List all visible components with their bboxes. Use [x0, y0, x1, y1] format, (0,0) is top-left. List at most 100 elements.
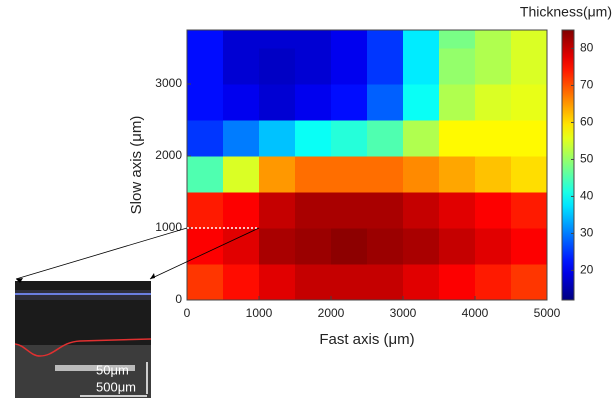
heat-cell [439, 30, 476, 49]
heat-cell [331, 30, 368, 49]
heat-cell [259, 192, 296, 229]
heat-cell [331, 192, 368, 229]
heat-cell [403, 156, 440, 193]
heat-cell [475, 228, 512, 265]
heat-cell [295, 120, 332, 157]
connector-left [16, 228, 187, 279]
y-axis-label: Slow axis (μm) [128, 116, 145, 215]
colorbar-tick-label: 30 [580, 226, 594, 240]
colorbar-tick-label: 60 [580, 115, 594, 129]
heat-cell [475, 84, 512, 121]
heat-cell [331, 228, 368, 265]
heat-cell [259, 228, 296, 265]
y-tick-label: 0 [175, 292, 182, 306]
heat-cell [367, 30, 404, 49]
heat-cell [223, 48, 260, 85]
colorbar [562, 30, 574, 300]
heat-cell [187, 30, 224, 49]
x-tick-label: 2000 [318, 306, 345, 320]
heatmap [187, 30, 548, 301]
x-tick-label: 0 [184, 306, 191, 320]
heat-cell [475, 264, 512, 301]
heat-cell [439, 120, 476, 157]
heat-cell [367, 84, 404, 121]
heat-cell [475, 156, 512, 193]
heat-cell [475, 30, 512, 49]
heat-cell [511, 156, 548, 193]
colorbar-tick-label: 80 [580, 41, 594, 55]
heat-cell [403, 30, 440, 49]
heat-cell [259, 120, 296, 157]
page: 50μm 500μm Fast axis (μm) Slow axis (μm)… [0, 0, 615, 403]
oct-inset: 50μm 500μm [15, 281, 151, 398]
heat-cell [475, 192, 512, 229]
colorbar-tick-label: 20 [580, 263, 594, 277]
colorbar-tick-label: 40 [580, 189, 594, 203]
heat-cell [187, 48, 224, 85]
heat-cell [259, 30, 296, 49]
scale-height-label: 50μm [96, 362, 129, 377]
heat-cell [403, 228, 440, 265]
heat-cell [439, 228, 476, 265]
heat-cell [367, 192, 404, 229]
heat-cell [187, 264, 224, 301]
heat-cell [295, 192, 332, 229]
heat-cell [367, 156, 404, 193]
heat-cell [439, 192, 476, 229]
x-axis-label: Fast axis (μm) [319, 331, 414, 348]
heat-cell [403, 264, 440, 301]
heat-cell [259, 264, 296, 301]
heat-cell [511, 30, 548, 49]
heat-cell [403, 120, 440, 157]
chart: 50μm 500μm Fast axis (μm) Slow axis (μm)… [0, 0, 615, 398]
scale-width-label: 500μm [96, 379, 136, 394]
heat-cell [187, 192, 224, 229]
heat-cell [295, 228, 332, 265]
y-tick-label: 2000 [155, 148, 182, 162]
heat-cell [439, 156, 476, 193]
heat-cell [511, 120, 548, 157]
heat-cell [403, 192, 440, 229]
heat-cell [223, 30, 260, 49]
heat-cell [439, 84, 476, 121]
heat-cell [331, 84, 368, 121]
heat-cell [511, 84, 548, 121]
heat-cell [295, 30, 332, 49]
heat-cell [367, 228, 404, 265]
heat-cell [367, 120, 404, 157]
heat-cell [331, 120, 368, 157]
heat-cell [511, 48, 548, 85]
heat-cell [295, 84, 332, 121]
heat-cell [331, 156, 368, 193]
heat-cell [223, 120, 260, 157]
heat-cell [511, 264, 548, 301]
heat-cell [295, 156, 332, 193]
x-tick-label: 3000 [390, 306, 417, 320]
heat-cell [223, 264, 260, 301]
heat-cell [331, 48, 368, 85]
x-tick-label: 5000 [534, 306, 561, 320]
heat-cell [475, 120, 512, 157]
heat-cell [295, 264, 332, 301]
heat-cell [403, 84, 440, 121]
heat-cell [511, 192, 548, 229]
colorbar-label: Thickness(μm) [520, 4, 612, 20]
x-tick-label: 4000 [462, 306, 489, 320]
heat-cell [475, 48, 512, 85]
heat-cell [367, 264, 404, 301]
heat-cell [295, 48, 332, 85]
heat-cell [223, 84, 260, 121]
heat-cell [403, 48, 440, 85]
heat-cell [187, 156, 224, 193]
arrowhead-right [150, 273, 155, 279]
heat-cell [259, 156, 296, 193]
x-tick-label: 1000 [246, 306, 273, 320]
heat-cell [187, 84, 224, 121]
heat-cell [439, 48, 476, 85]
heat-cell [367, 48, 404, 85]
heat-cell [511, 228, 548, 265]
heat-cell [187, 120, 224, 157]
y-tick-label: 3000 [155, 76, 182, 90]
heat-cell [439, 264, 476, 301]
heat-cell [223, 156, 260, 193]
